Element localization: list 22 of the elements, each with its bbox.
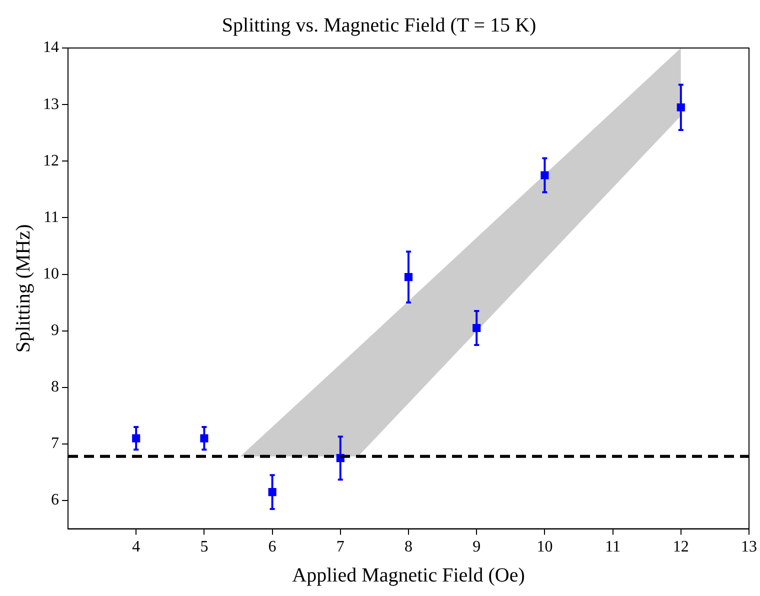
y-tick-label: 12	[43, 152, 59, 170]
x-tick-label: 9	[472, 538, 481, 556]
x-tick-label: 10	[536, 538, 553, 556]
x-tick-label: 6	[268, 538, 276, 556]
chart-title: Splitting vs. Magnetic Field (T = 15 K)	[222, 14, 536, 36]
x-tick-label: 11	[605, 538, 621, 556]
y-tick-label: 8	[51, 378, 59, 396]
x-tick-label: 13	[741, 538, 757, 556]
y-axis-title: Splitting (MHz)	[12, 224, 34, 353]
y-tick-label: 9	[51, 322, 59, 340]
y-tick-label: 7	[51, 435, 59, 452]
x-tick-label: 7	[336, 538, 344, 556]
x-tick-label: 8	[404, 538, 412, 556]
y-tick-label: 10	[43, 265, 59, 282]
x-axis-title: Applied Magnetic Field (Oe)	[292, 564, 525, 586]
x-tick-label: 12	[672, 538, 689, 556]
x-tick-label: 5	[200, 538, 208, 556]
y-tick-label: 6	[51, 492, 59, 509]
y-tick-label: 11	[44, 208, 59, 226]
x-tick-label: 4	[132, 538, 140, 556]
y-tick-label: 14	[43, 39, 59, 56]
y-tick-label: 13	[43, 96, 59, 113]
